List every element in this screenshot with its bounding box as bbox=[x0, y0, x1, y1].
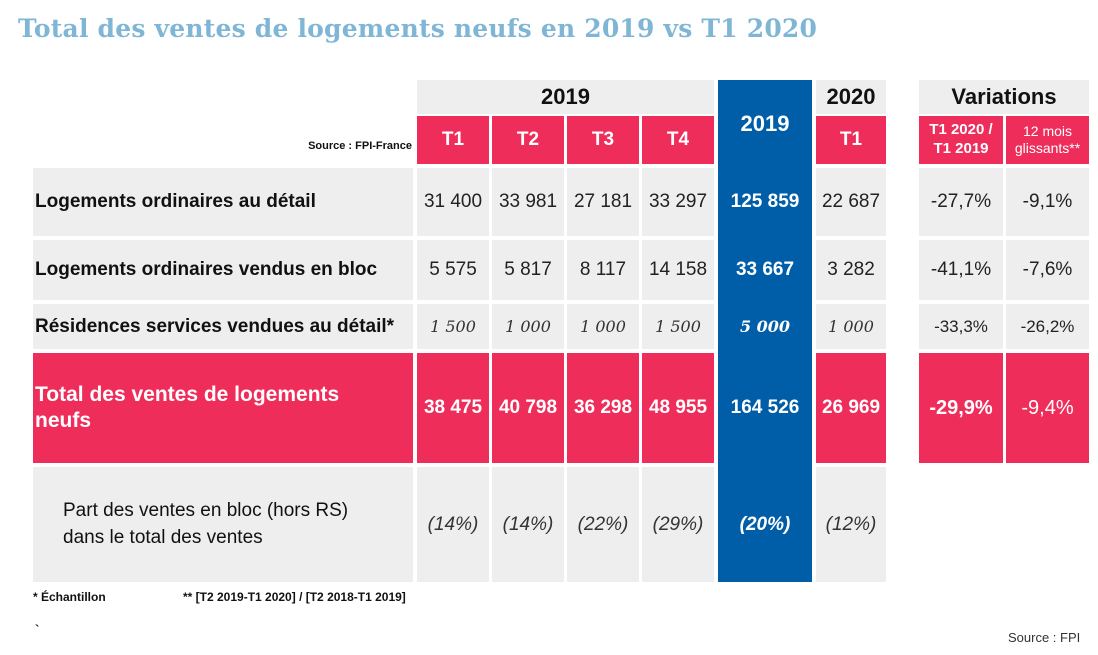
row-label-bloc: Logements ordinaires vendus en bloc bbox=[33, 240, 413, 300]
cell: 8 117 bbox=[567, 240, 639, 300]
cell-total-2019: 5 000 bbox=[739, 317, 791, 336]
cell-total: 36 298 bbox=[567, 353, 639, 463]
cell-var: -7,6% bbox=[1006, 240, 1089, 300]
cell: 3 282 bbox=[816, 240, 886, 300]
cell-total: 48 955 bbox=[642, 353, 714, 463]
cell: 1 000 bbox=[492, 304, 564, 349]
cell: 14 158 bbox=[642, 240, 714, 300]
cell: 31 400 bbox=[417, 168, 489, 236]
cell-total: 38 475 bbox=[417, 353, 489, 463]
header-q2-2019: T2 bbox=[492, 116, 564, 164]
header-2019-total: 2019 bbox=[740, 111, 790, 136]
header-q1-2019: T1 bbox=[417, 116, 489, 164]
cell: 1 000 bbox=[816, 304, 886, 349]
cell-total-var: -9,4% bbox=[1006, 353, 1089, 463]
header-q1-2020: T1 bbox=[816, 116, 886, 164]
cell: 1 500 bbox=[417, 304, 489, 349]
row-label-share: Part des ventes en bloc (hors RS) dans l… bbox=[33, 467, 413, 582]
cell-total-2019: 33 667 bbox=[735, 259, 795, 280]
row-label-residences: Résidences services vendues au détail* bbox=[33, 304, 413, 349]
page-title: Total des ventes de logements neufs en 2… bbox=[18, 14, 818, 43]
cell-var: -41,1% bbox=[919, 240, 1003, 300]
header-variations: Variations bbox=[919, 80, 1089, 114]
cell: 33 297 bbox=[642, 168, 714, 236]
row-label-total: Total des ventes de logements neufs bbox=[33, 353, 413, 463]
cell-var: -33,3% bbox=[919, 304, 1003, 349]
cell-share-2019: (20%) bbox=[739, 513, 791, 535]
cell: 22 687 bbox=[816, 168, 886, 236]
column-2019-total bbox=[718, 80, 812, 582]
header-var-t1: T1 2020 / T1 2019 bbox=[919, 116, 1003, 164]
header-var-12m: 12 mois glissants** bbox=[1006, 116, 1089, 164]
cell-var: -9,1% bbox=[1006, 168, 1089, 236]
cell-total: 40 798 bbox=[492, 353, 564, 463]
cell: 33 981 bbox=[492, 168, 564, 236]
cell-total-2019: 164 526 bbox=[730, 397, 800, 418]
cell-total-2019: 125 859 bbox=[730, 191, 800, 212]
cell-share: (14%) bbox=[492, 467, 564, 582]
footnote-rolling: ** [T2 2019-T1 2020] / [T2 2018-T1 2019] bbox=[183, 590, 406, 604]
cell-var: -26,2% bbox=[1006, 304, 1089, 349]
footnote-sample: * Échantillon bbox=[33, 590, 106, 604]
cell: 27 181 bbox=[567, 168, 639, 236]
cell: 5 817 bbox=[492, 240, 564, 300]
cell-share: (14%) bbox=[417, 467, 489, 582]
cell-total: 26 969 bbox=[816, 353, 886, 463]
footnote-tick: ` bbox=[35, 622, 40, 637]
cell: 1 500 bbox=[642, 304, 714, 349]
row-label-detail: Logements ordinaires au détail bbox=[33, 168, 413, 236]
source-label: Source : FPI-France bbox=[308, 140, 412, 152]
cell: 1 000 bbox=[567, 304, 639, 349]
source-bottom: Source : FPI bbox=[1008, 630, 1081, 645]
cell: 5 575 bbox=[417, 240, 489, 300]
cell-var: -27,7% bbox=[919, 168, 1003, 236]
cell-share: (12%) bbox=[816, 467, 886, 582]
cell-share: (22%) bbox=[567, 467, 639, 582]
header-q4-2019: T4 bbox=[642, 116, 714, 164]
cell-share: (29%) bbox=[642, 467, 714, 582]
cell-total-var: -29,9% bbox=[919, 353, 1003, 463]
header-year-2019: 2019 bbox=[417, 80, 714, 114]
header-year-2020: 2020 bbox=[816, 80, 886, 114]
header-q3-2019: T3 bbox=[567, 116, 639, 164]
